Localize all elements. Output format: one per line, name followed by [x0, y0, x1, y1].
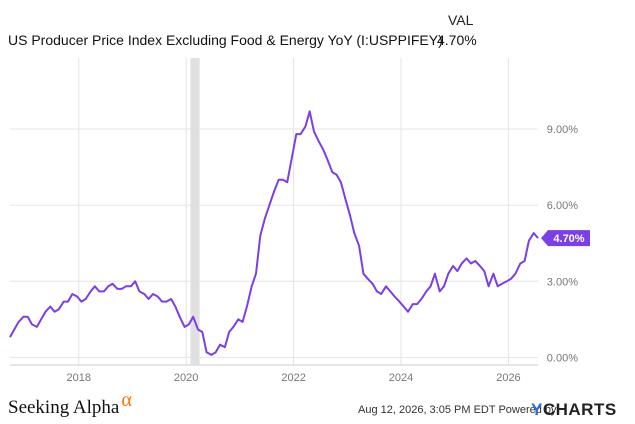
x-tick-label: 2022 — [281, 372, 305, 384]
logo-text: Seeking Alpha — [8, 397, 120, 418]
grid-lines — [10, 58, 538, 366]
ycharts-logo: YCHARTS — [531, 400, 617, 420]
y-tick-label: 0.00% — [547, 352, 578, 364]
alpha-logo-icon: α — [121, 389, 132, 411]
end-value-badge: 4.70% — [541, 230, 590, 247]
axis-labels: 2018 2020 2022 2024 2026 0.00% 3.00% 6.00% 9.00% — [67, 124, 579, 384]
series-layer — [9, 110, 539, 356]
end-value-badge-shape — [541, 230, 590, 247]
series-line — [9, 110, 539, 356]
end-value-label: 4.70% — [553, 233, 584, 245]
y-tick-label: 6.00% — [547, 200, 578, 212]
x-tick-label: 2020 — [174, 372, 198, 384]
recession-band-layer — [190, 58, 200, 365]
recession-band — [190, 58, 200, 365]
footer-timestamp: Aug 12, 2026, 3:05 PM EDT Powered by — [358, 404, 557, 416]
y-tick-label: 3.00% — [547, 276, 578, 288]
series-latest-value: 4.70% — [437, 32, 477, 48]
ycharts-y-mark: Y — [531, 400, 543, 419]
ycharts-wordmark: CHARTS — [542, 400, 617, 419]
y-tick-label: 9.00% — [547, 124, 578, 136]
x-tick-label: 2026 — [496, 372, 520, 384]
series-title: US Producer Price Index Excluding Food &… — [8, 32, 443, 48]
x-tick-label: 2018 — [67, 372, 91, 384]
seeking-alpha-logo: Seeking Alpha α — [8, 389, 132, 419]
x-tick-label: 2024 — [389, 372, 413, 384]
legend-value-header: VAL — [448, 12, 474, 28]
